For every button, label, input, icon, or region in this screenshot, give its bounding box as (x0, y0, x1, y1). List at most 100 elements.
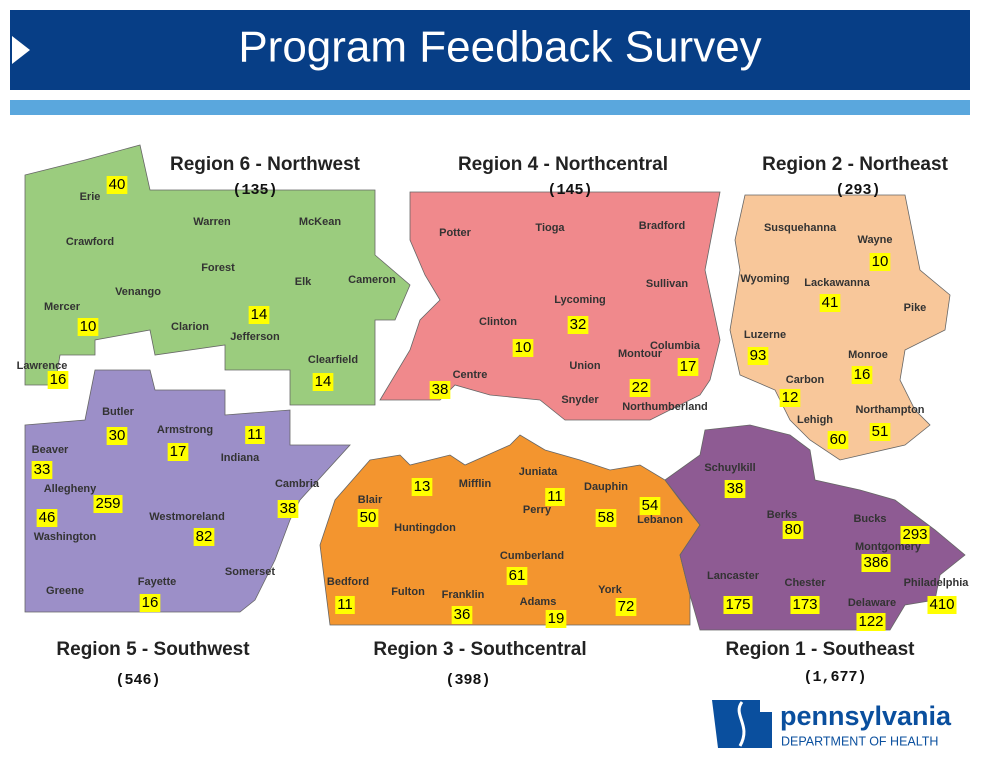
count-badge (106, 176, 128, 194)
region-name: Region 2 - Northeast (762, 154, 948, 175)
county-name: Forest (201, 262, 235, 274)
response-count: 410 (929, 596, 954, 613)
count-badge (36, 509, 58, 527)
county-name: Armstrong (157, 424, 213, 436)
response-count: 11 (337, 596, 353, 613)
response-count: 293 (902, 526, 927, 543)
region-total: (398) (445, 672, 490, 689)
response-count: 10 (515, 339, 532, 356)
count-badge (927, 596, 957, 614)
region-total: (135) (232, 182, 277, 199)
count-badge (335, 596, 355, 614)
county-name: Beaver (32, 444, 69, 456)
count-badge (724, 480, 746, 498)
county-name: Clinton (479, 316, 517, 328)
response-count: 173 (792, 596, 817, 613)
header-rule (10, 100, 970, 115)
region-southeast (664, 424, 966, 631)
response-count: 11 (247, 426, 263, 443)
response-count: 38 (727, 480, 744, 497)
header-bar (10, 10, 970, 90)
county-name: Snyder (561, 394, 599, 406)
count-badge (615, 598, 637, 616)
county-name: Cameron (348, 274, 396, 286)
response-count: 93 (750, 347, 767, 364)
count-badge (245, 426, 265, 444)
county-name: Cumberland (500, 550, 564, 562)
response-count: 32 (570, 316, 587, 333)
count-badge (869, 253, 891, 271)
county-name: Franklin (442, 589, 485, 601)
county-name: Philadelphia (904, 577, 970, 589)
response-count: 16 (854, 366, 871, 383)
county-name: Erie (80, 191, 101, 203)
response-count: 30 (109, 427, 126, 444)
region-total: (145) (547, 182, 592, 199)
count-badge (782, 521, 804, 539)
response-count: 22 (632, 379, 649, 396)
count-badge (900, 526, 930, 544)
county-name: Susquehanna (764, 222, 837, 234)
response-count: 38 (280, 500, 297, 517)
county-name: Columbia (650, 340, 701, 352)
count-badge (819, 294, 841, 312)
header-title: Program Feedback Survey (238, 23, 761, 72)
county-name: Clarion (171, 321, 209, 333)
count-badge (512, 339, 534, 357)
county-name: Lawrence (17, 360, 68, 372)
count-badge (790, 596, 820, 614)
response-count: 10 (80, 318, 97, 335)
county-name: Greene (46, 585, 84, 597)
county-name: York (598, 584, 623, 596)
county-name: Montour (618, 348, 663, 360)
count-badge (411, 478, 433, 496)
region-northeast (729, 194, 951, 461)
county-name: Adams (520, 596, 557, 608)
region-southcentral (319, 434, 701, 626)
county-name: Warren (193, 216, 231, 228)
response-count: 40 (109, 176, 126, 193)
response-count: 80 (785, 521, 802, 538)
count-badge (277, 500, 299, 518)
response-count: 14 (315, 373, 332, 390)
region-name: Region 4 - Northcentral (458, 154, 668, 175)
response-count: 386 (863, 554, 888, 571)
county-name: Union (569, 360, 600, 372)
response-count: 36 (454, 606, 471, 623)
count-badge (639, 497, 661, 515)
count-badge (139, 594, 161, 612)
response-count: 72 (618, 598, 635, 615)
region-total: (293) (835, 182, 880, 199)
county-name: Wyoming (740, 273, 789, 285)
response-count: 12 (782, 389, 799, 406)
response-count: 10 (872, 253, 889, 270)
county-name: Huntingdon (394, 522, 456, 534)
logo-name: pennsylvania (780, 701, 952, 731)
response-count: 46 (39, 509, 56, 526)
county-name: McKean (299, 216, 341, 228)
response-count: 61 (509, 567, 526, 584)
response-count: 51 (872, 423, 889, 440)
county-name: Berks (767, 509, 798, 521)
county-name: Cambria (275, 478, 320, 490)
response-count: 259 (95, 495, 120, 512)
county-name: Perry (523, 504, 552, 516)
response-count: 33 (34, 461, 51, 478)
county-name: Mercer (44, 301, 81, 313)
region-name: Region 1 - Southeast (726, 639, 916, 660)
response-count: 41 (822, 294, 839, 311)
response-count: 50 (360, 509, 377, 526)
county-name: Schuylkill (704, 462, 755, 474)
county-name: Clearfield (308, 354, 358, 366)
response-count: 17 (170, 443, 187, 460)
count-badge (248, 306, 270, 324)
response-count: 38 (432, 381, 449, 398)
county-name: Allegheny (44, 483, 97, 495)
county-name: Juniata (519, 466, 558, 478)
county-name: Sullivan (646, 278, 688, 290)
response-count: 19 (548, 610, 565, 627)
header-arrow (12, 36, 30, 64)
response-count: 58 (598, 509, 615, 526)
county-name: Northumberland (622, 401, 708, 413)
